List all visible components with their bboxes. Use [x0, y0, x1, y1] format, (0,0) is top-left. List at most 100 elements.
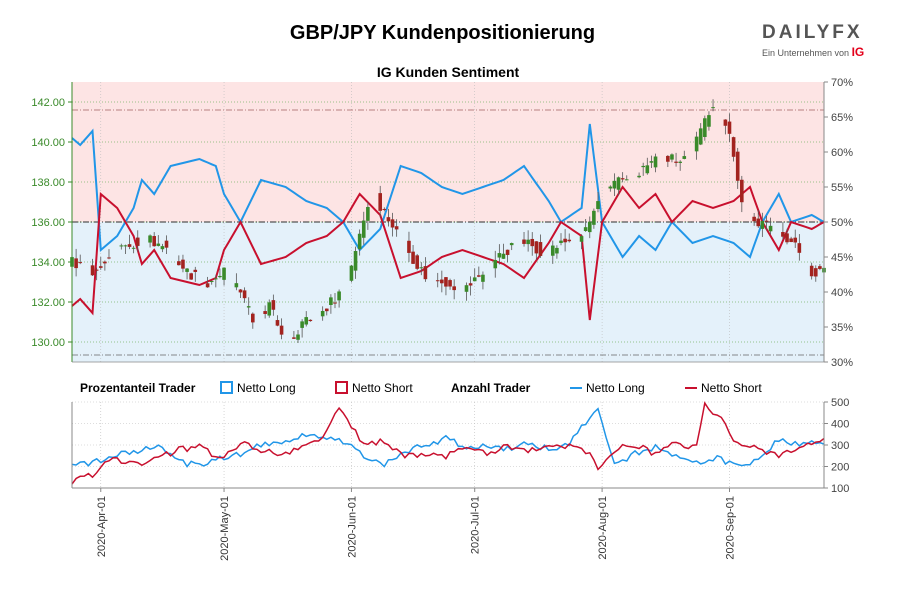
candle-body [596, 201, 600, 209]
candle-body [789, 238, 793, 243]
candle [587, 216, 592, 239]
zone-net-long [72, 222, 824, 362]
candle-body [218, 275, 222, 278]
candle [222, 267, 226, 286]
candle-body [583, 227, 588, 231]
candle-body [127, 244, 132, 247]
candle [90, 258, 95, 276]
candle [214, 274, 218, 288]
candle [296, 329, 300, 343]
candle [768, 217, 773, 235]
candle-body [423, 266, 428, 280]
candle-body [505, 249, 510, 255]
candle [497, 244, 502, 265]
logo-brand: IG [851, 45, 865, 59]
candle-body [760, 220, 765, 229]
candle [464, 282, 469, 301]
count-tick-label: 400 [831, 419, 849, 431]
candle [764, 215, 769, 231]
candle-body [497, 253, 502, 258]
candle [674, 152, 678, 167]
candle-body [378, 193, 382, 211]
candle [809, 262, 814, 280]
candle-body [768, 225, 773, 232]
candle [308, 319, 313, 322]
candle [785, 228, 789, 245]
candle-body [534, 241, 539, 254]
price-tick-label: 130.00 [31, 337, 65, 349]
price-tick-label: 132.00 [31, 297, 65, 309]
candle-body [756, 218, 761, 227]
candle [386, 208, 391, 227]
price-tick-label: 136.00 [31, 217, 65, 229]
candle-body [752, 216, 756, 222]
candle [103, 260, 107, 271]
candle [135, 230, 140, 252]
candle [152, 232, 156, 247]
candle-body [592, 210, 596, 225]
candle-body [641, 165, 645, 168]
candle [353, 246, 358, 279]
candle [608, 185, 613, 192]
candle-body [415, 255, 419, 269]
candle-body [304, 317, 309, 325]
candle [304, 311, 309, 327]
candle [234, 273, 239, 291]
candle-body [723, 119, 728, 126]
candle-body [522, 239, 526, 244]
chart-title: GBP/JPY Kundenpositionierung [289, 22, 596, 44]
candle-body [481, 274, 485, 282]
candle-body [279, 325, 284, 335]
candle-body [567, 239, 572, 242]
candle-body [731, 137, 736, 157]
candle [452, 279, 456, 300]
candle-body [74, 258, 78, 269]
candle-body [160, 246, 165, 250]
candle-body [781, 232, 785, 237]
legend-pct-long-swatch [220, 381, 233, 394]
candle-body [674, 161, 678, 163]
legend-pct-short-swatch [335, 381, 348, 394]
candle-body [189, 273, 193, 280]
candle [127, 234, 132, 250]
candle-body [386, 217, 391, 222]
x-tick-label: 2020-Jul-01 [470, 496, 482, 554]
candle-body [320, 310, 325, 317]
candle [267, 299, 272, 318]
candle-body [452, 286, 456, 291]
candle-body [366, 206, 370, 221]
candle [472, 268, 477, 282]
candle [218, 268, 222, 279]
candle-body [624, 179, 629, 181]
candle [193, 266, 198, 282]
candle [292, 330, 296, 340]
legend-count-heading: Anzahl Trader [451, 381, 531, 395]
candle-body [164, 240, 169, 248]
candle [559, 233, 563, 246]
candle-body [275, 320, 280, 326]
candle [246, 297, 251, 315]
candle [641, 162, 645, 176]
candle-body [649, 161, 654, 163]
pct-tick-label: 55% [831, 182, 853, 194]
candle-body [468, 283, 473, 286]
candle-body [555, 247, 559, 254]
candle [477, 266, 481, 278]
candle [481, 271, 485, 290]
candle-body [818, 266, 822, 269]
candle [242, 287, 247, 303]
candle-body [382, 208, 387, 210]
candle-body [234, 283, 239, 288]
candle [752, 213, 756, 226]
candle-body [156, 243, 161, 246]
candle-body [740, 179, 744, 203]
candle [411, 245, 415, 265]
candle [694, 131, 699, 160]
candle-body [579, 236, 584, 242]
candle [329, 294, 333, 314]
candle-body [464, 285, 469, 292]
candle [382, 207, 387, 212]
candle [468, 276, 473, 296]
candle [538, 234, 543, 258]
candle-body [616, 177, 621, 190]
